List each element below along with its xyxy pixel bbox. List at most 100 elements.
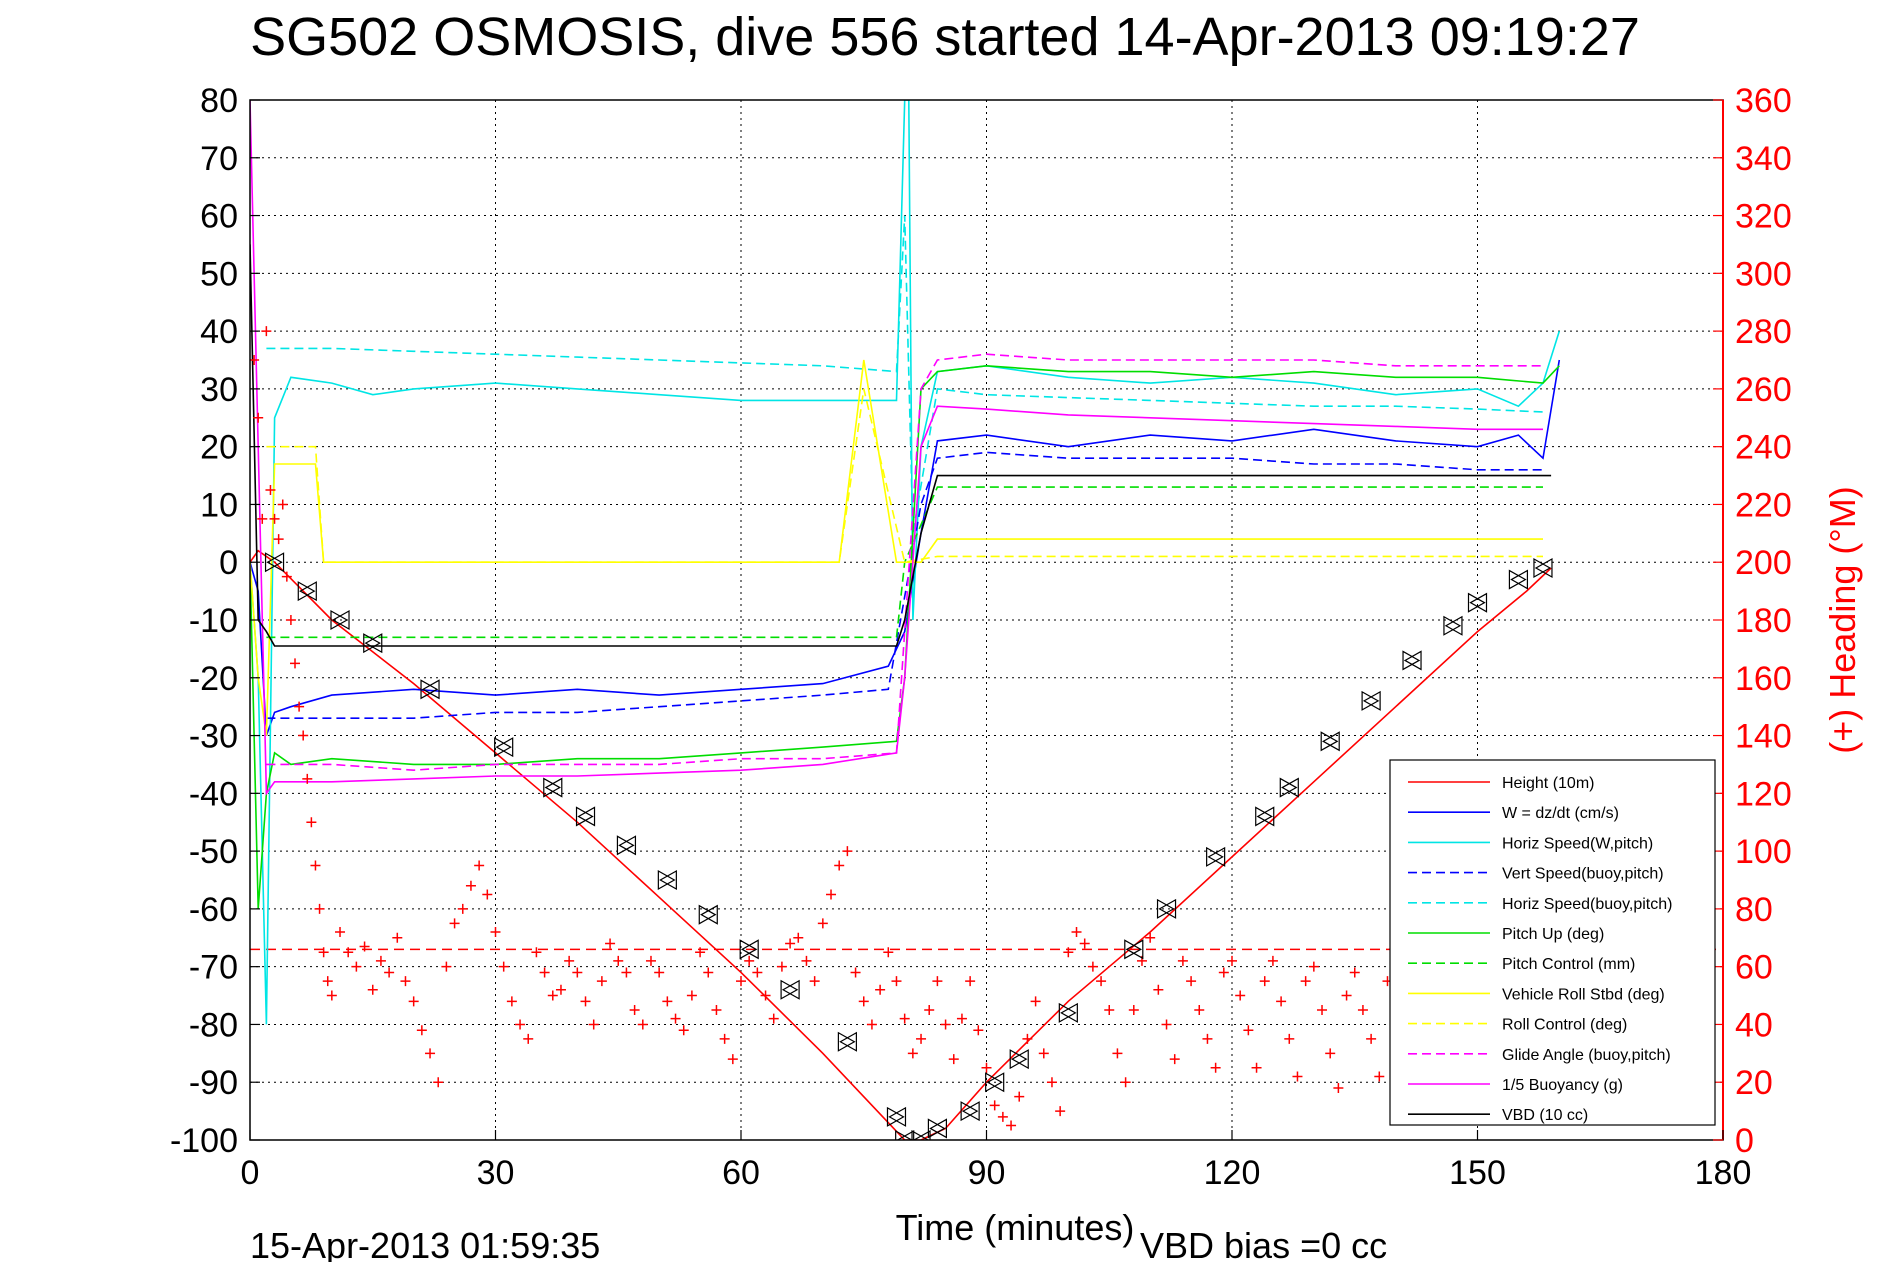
y-tick-label: 60 (200, 198, 238, 236)
heading-point (531, 947, 542, 958)
heading-point (547, 990, 558, 1001)
heading-point (277, 499, 288, 510)
heading-point (1161, 1019, 1172, 1030)
heading-point (654, 967, 665, 978)
heading-point (1022, 1033, 1033, 1044)
y2-tick-label: 100 (1735, 833, 1792, 871)
heading-point (850, 967, 861, 978)
y-tick-label: -80 (189, 1006, 238, 1044)
depth-marker (1124, 939, 1144, 960)
heading-point (457, 903, 468, 914)
heading-point (1014, 1091, 1025, 1102)
heading-point (539, 967, 550, 978)
depth-marker (1443, 615, 1463, 636)
legend-label-height-10m: Height (10m) (1502, 775, 1594, 792)
heading-point (1096, 976, 1107, 987)
heading-point (1276, 996, 1287, 1007)
heading-point (695, 947, 706, 958)
y2-tick-label: 200 (1735, 544, 1792, 582)
legend-label-glide-angle-buoy-pitch: Glide Angle (buoy,pitch) (1502, 1047, 1671, 1064)
depth-marker (1279, 777, 1299, 798)
y2-tick-label: 360 (1735, 82, 1792, 120)
depth-marker (494, 737, 514, 758)
heading-point (1145, 932, 1156, 943)
heading-point (1128, 1005, 1139, 1015)
x-tick-label: 120 (1204, 1154, 1261, 1192)
heading-point (1071, 927, 1082, 937)
heading-point (596, 976, 607, 987)
depth-marker (616, 835, 637, 856)
heading-point (1333, 1083, 1344, 1093)
heading-point (1169, 1054, 1180, 1065)
y-tick-label: 70 (200, 140, 238, 178)
heading-point (314, 903, 325, 914)
heading-point (1308, 961, 1319, 972)
depth-marker (575, 806, 596, 827)
heading-point (580, 996, 591, 1007)
heading-point (1341, 990, 1352, 1001)
heading-point (392, 932, 403, 943)
depth-marker (1156, 898, 1177, 919)
heading-point (858, 996, 869, 1007)
y-tick-label: -90 (189, 1064, 238, 1102)
heading-point (621, 967, 632, 978)
heading-point (727, 1054, 738, 1065)
depth-marker (739, 939, 759, 960)
y2-tick-label: 60 (1735, 949, 1773, 987)
heading-point (351, 961, 362, 972)
heading-point (1243, 1025, 1254, 1036)
legend-label-vehicle-roll-stbd-deg: Vehicle Roll Stbd (deg) (1502, 986, 1665, 1003)
depth-marker (985, 1072, 1005, 1093)
y-tick-label: -50 (189, 833, 238, 871)
heading-point (265, 485, 276, 495)
legend-label-vert-speed-buoy-pitch: Vert Speed(buoy,pitch) (1502, 866, 1664, 883)
legend-label-roll-control-deg: Roll Control (deg) (1502, 1017, 1627, 1034)
heading-point (257, 513, 268, 524)
heading-point (907, 1048, 918, 1059)
heading-point (1210, 1062, 1221, 1073)
legend-label-w-dz-dt-cm-s: W = dz/dt (cm/s) (1502, 805, 1619, 822)
heading-point (506, 996, 517, 1007)
heading-point (1112, 1048, 1123, 1059)
heading-point (588, 1019, 599, 1030)
y-tick-label: 0 (219, 544, 238, 582)
axis-ticks: 0 30 60 90 120 150 18080706050403020100-10-20-… (170, 82, 1792, 1192)
heading-point (801, 955, 812, 966)
y-tick-label: -10 (189, 602, 238, 640)
heading-markers (250, 326, 1557, 1131)
heading-point (1104, 1005, 1115, 1015)
y-tick-label: 10 (200, 486, 238, 524)
x-axis-label: Time (minutes) (896, 1207, 1135, 1248)
depth-marker (1009, 1049, 1029, 1070)
depth-marker (780, 979, 800, 1000)
heading-point (290, 658, 301, 669)
heading-point (605, 938, 616, 949)
heading-point (1087, 961, 1098, 972)
depth-marker (1320, 731, 1340, 752)
heading-point (306, 817, 317, 828)
depth-marker (960, 1101, 980, 1122)
heading-point (1366, 1033, 1377, 1044)
heading-point (515, 1019, 526, 1030)
depth-marker (543, 777, 563, 798)
depth-marker (895, 1129, 915, 1140)
heading-point (261, 326, 272, 337)
series-horiz-speed-buoy-pitch (266, 215, 1544, 534)
heading-point (965, 976, 976, 987)
heading-point (269, 513, 280, 524)
depth-marker (1402, 650, 1422, 671)
y2-tick-label: 280 (1735, 313, 1792, 351)
heading-point (768, 1013, 779, 1024)
legend-label-vbd-10-cc: VBD (10 cc) (1502, 1107, 1588, 1124)
heading-point (981, 1062, 992, 1073)
heading-point (416, 1025, 427, 1036)
legend-label-horiz-speed-w-pitch: Horiz Speed(W,pitch) (1502, 835, 1653, 852)
depth-marker (264, 552, 285, 573)
depth-marker (1533, 557, 1553, 579)
heading-point (1194, 1005, 1205, 1015)
heading-point (776, 961, 787, 972)
heading-point (916, 1033, 927, 1044)
heading-point (1227, 955, 1237, 966)
heading-point (1292, 1071, 1303, 1082)
depth-marker (420, 679, 440, 700)
